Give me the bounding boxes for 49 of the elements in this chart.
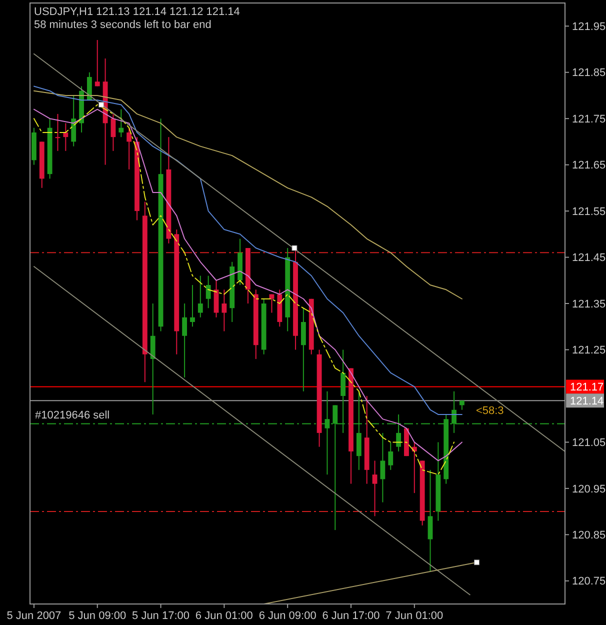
candlestick xyxy=(55,113,60,152)
x-tick-label: 6 Jun 17:00 xyxy=(322,610,380,622)
candlestick xyxy=(372,460,378,517)
y-tick-label: 121.05 xyxy=(572,437,606,450)
candlestick xyxy=(460,400,464,410)
candlestick xyxy=(190,284,195,328)
candlestick xyxy=(86,72,92,101)
point xyxy=(98,102,104,108)
x-tick-label: 7 Jun 01:00 xyxy=(386,610,444,622)
candlestick xyxy=(150,303,156,415)
candlestick xyxy=(118,108,124,138)
ref-line-label: #10219646 sell xyxy=(35,410,110,422)
annotation: <58:3 xyxy=(476,404,504,417)
candlestick xyxy=(388,442,394,470)
candlestick xyxy=(94,39,100,87)
y-tick-label: 121.25 xyxy=(572,344,606,357)
candlestick xyxy=(63,122,68,152)
y-tick-label: 121.95 xyxy=(572,20,606,33)
x-tick-label: 6 Jun 01:00 xyxy=(195,610,253,622)
candlestick xyxy=(71,94,76,147)
y-tick-label: 121.45 xyxy=(572,252,606,264)
y-tick-label: 121.65 xyxy=(572,160,606,172)
chart-title: USDJPY,H1 121.13 121.14 121.12 121.14 xyxy=(34,6,240,18)
y-tick-label: 121.85 xyxy=(572,67,606,80)
x-tick-label: 5 Jun 2007 xyxy=(6,610,62,622)
candlestick xyxy=(126,127,132,170)
ref-line-label: 121.14 xyxy=(570,396,604,408)
y-tick-label: 120.95 xyxy=(572,483,606,496)
x-tick-label: 5 Jun 17:00 xyxy=(132,610,190,622)
ref-line-label: 121.17 xyxy=(570,382,604,394)
y-tick-label: 120.85 xyxy=(572,530,606,542)
point xyxy=(292,245,298,251)
y-tick-label: 120.75 xyxy=(572,576,606,588)
candlestick xyxy=(380,432,386,503)
candlestick xyxy=(182,303,188,378)
y-tick-label: 121.35 xyxy=(572,298,606,310)
candlestick xyxy=(206,275,211,309)
candlestick xyxy=(300,308,306,392)
x-tick-label: 5 Jun 09:00 xyxy=(68,610,126,622)
candlestick xyxy=(222,289,227,332)
y-tick-label: 121.75 xyxy=(572,113,606,126)
point xyxy=(474,560,480,566)
line-series xyxy=(33,90,462,300)
x-tick-label: 6 Jun 09:00 xyxy=(258,610,316,622)
candlestick xyxy=(428,469,433,572)
candlestick xyxy=(396,414,402,452)
y-tick-label: 121.55 xyxy=(572,206,606,218)
text: 58 minutes 3 seconds left to bar end xyxy=(34,19,212,31)
candlestick xyxy=(198,275,203,318)
